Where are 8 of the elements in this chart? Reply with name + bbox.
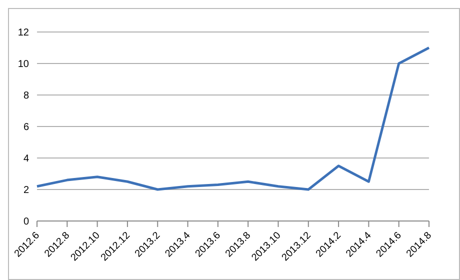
y-tick-label: 4 bbox=[23, 154, 30, 165]
y-tick-label: 8 bbox=[23, 90, 30, 102]
y-tick-label: 12 bbox=[18, 28, 30, 39]
line-series bbox=[36, 46, 430, 191]
y-tick-label: 0 bbox=[23, 216, 30, 228]
y-tick-label: 6 bbox=[23, 122, 30, 134]
y-tick-label: 10 bbox=[18, 59, 30, 70]
y-tick-label: 2 bbox=[23, 185, 30, 196]
